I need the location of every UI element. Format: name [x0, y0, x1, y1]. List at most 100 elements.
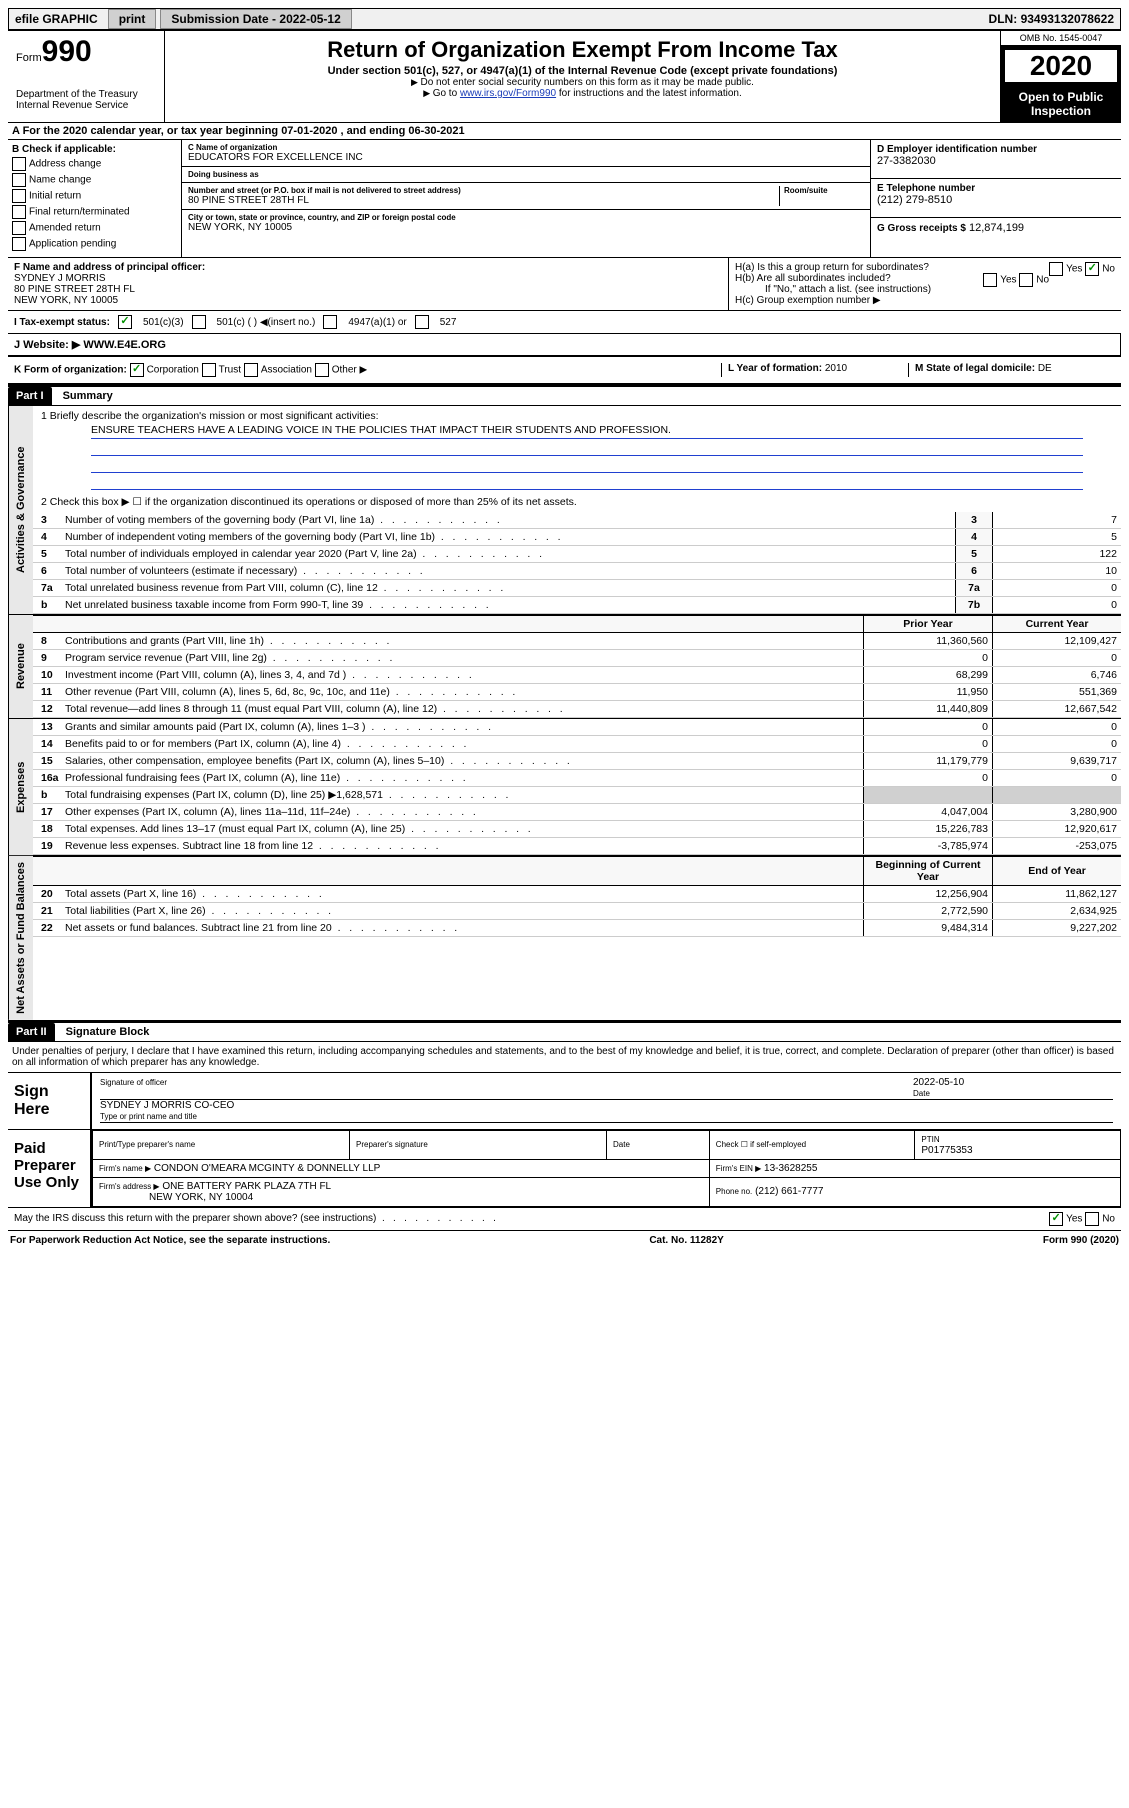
website-row: J Website: ▶ WWW.E4E.ORG — [8, 334, 1121, 357]
table-row: 19Revenue less expenses. Subtract line 1… — [33, 838, 1121, 855]
form-number: 990 — [42, 35, 92, 68]
firm-phone: (212) 661-7777 — [755, 1186, 823, 1197]
expenses-table: 13Grants and similar amounts paid (Part … — [33, 719, 1121, 855]
checkbox-icon[interactable] — [118, 315, 132, 329]
form-ref: Form 990 (2020) — [1043, 1235, 1119, 1246]
table-row: 4Number of independent voting members of… — [33, 529, 1121, 546]
tax-year: 2020 — [1005, 50, 1117, 82]
table-row: 11Other revenue (Part VIII, column (A), … — [33, 684, 1121, 701]
header-right: OMB No. 1545-0047 2020 Open to Public In… — [1000, 31, 1121, 122]
date-label: Date — [913, 1089, 930, 1098]
efile-label: efile GRAPHIC — [9, 10, 104, 28]
mission-blank — [91, 441, 1083, 456]
sig-officer-label: Signature of officer — [100, 1078, 167, 1087]
goto-post: for instructions and the latest informat… — [556, 88, 742, 99]
net-assets-section: Net Assets or Fund Balances Beginning of… — [8, 856, 1121, 1021]
checkbox-icon[interactable] — [315, 363, 329, 377]
firm-name-label: Firm's name ▶ — [99, 1164, 151, 1173]
checkbox-icon[interactable] — [244, 363, 258, 377]
m-label: M State of legal domicile: — [915, 363, 1035, 374]
governance-section: Activities & Governance 1 Briefly descri… — [8, 406, 1121, 615]
entity-center: C Name of organization EDUCATORS FOR EXC… — [182, 140, 870, 257]
officer-row: F Name and address of principal officer:… — [8, 258, 1121, 311]
officer-name: SYDNEY J MORRIS — [14, 273, 722, 284]
checkbox-icon[interactable] — [1085, 262, 1099, 276]
typed-label: Type or print name and title — [100, 1112, 197, 1121]
submission-date-button[interactable]: Submission Date - 2022-05-12 — [160, 9, 351, 29]
instructions-link[interactable]: www.irs.gov/Form990 — [460, 88, 556, 99]
dots — [376, 1213, 495, 1224]
irs-discuss-row: May the IRS discuss this return with the… — [8, 1207, 1121, 1230]
table-row: 12Total revenue—add lines 8 through 11 (… — [33, 701, 1121, 718]
phone: (212) 279-8510 — [877, 194, 1115, 206]
cat-no: Cat. No. 11282Y — [649, 1235, 723, 1246]
checkbox-icon[interactable] — [202, 363, 216, 377]
checkbox-icon[interactable] — [130, 363, 144, 377]
checkbox-icon[interactable] — [1019, 273, 1033, 287]
phone-label: E Telephone number — [877, 183, 1115, 194]
table-row: 7aTotal unrelated business revenue from … — [33, 580, 1121, 597]
table-row: 9Program service revenue (Part VIII, lin… — [33, 650, 1121, 667]
checkbox-icon[interactable] — [323, 315, 337, 329]
form-title: Return of Organization Exempt From Incom… — [173, 37, 992, 63]
checkbox-icon[interactable] — [12, 237, 26, 251]
table-row: 3Number of voting members of the governi… — [33, 512, 1121, 529]
prior-year-hdr: Prior Year — [864, 616, 993, 633]
prep-name-label: Print/Type preparer's name — [99, 1140, 195, 1149]
checkbox-icon[interactable] — [12, 205, 26, 219]
checkbox-icon[interactable] — [12, 173, 26, 187]
governance-tab: Activities & Governance — [8, 406, 33, 614]
checkbox-icon[interactable] — [1049, 262, 1063, 276]
check-if-applicable: B Check if applicable: Address change Na… — [8, 140, 182, 257]
firm-addr1: ONE BATTERY PARK PLAZA 7TH FL — [162, 1181, 331, 1192]
table-row: 22Net assets or fund balances. Subtract … — [33, 920, 1121, 937]
dept-label: Department of the TreasuryInternal Reven… — [16, 89, 156, 111]
revenue-section: Revenue Prior YearCurrent Year 8Contribu… — [8, 615, 1121, 719]
omb-number: OMB No. 1545-0047 — [1001, 31, 1121, 46]
preparer-table: Print/Type preparer's name Preparer's si… — [92, 1130, 1121, 1207]
part-i-title: Summary — [55, 387, 121, 405]
form-label: Form — [16, 52, 42, 64]
table-row: 18Total expenses. Add lines 13–17 (must … — [33, 821, 1121, 838]
governance-table: 3Number of voting members of the governi… — [33, 512, 1121, 614]
submission-date-label: Submission Date — [171, 12, 268, 26]
website-label: J Website: ▶ — [14, 339, 80, 351]
part-ii-tag: Part II — [8, 1023, 55, 1041]
dln-label: DLN: — [989, 12, 1018, 26]
checkbox-icon[interactable] — [1049, 1212, 1063, 1226]
ha-label: H(a) Is this a group return for subordin… — [735, 262, 929, 273]
table-row: 20Total assets (Part X, line 16)12,256,9… — [33, 886, 1121, 903]
checkbox-icon[interactable] — [12, 157, 26, 171]
firm-addr2: NEW YORK, NY 10004 — [149, 1192, 253, 1203]
current-year-hdr: Current Year — [993, 616, 1122, 633]
prep-date-label: Date — [613, 1140, 630, 1149]
checkbox-icon[interactable] — [12, 221, 26, 235]
irs-discuss: May the IRS discuss this return with the… — [14, 1213, 376, 1224]
checkbox-icon[interactable] — [192, 315, 206, 329]
checkbox-icon[interactable] — [983, 273, 997, 287]
pra-notice: For Paperwork Reduction Act Notice, see … — [10, 1235, 330, 1246]
checkbox-icon[interactable] — [1085, 1212, 1099, 1226]
revenue-table: Prior YearCurrent Year 8Contributions an… — [33, 615, 1121, 718]
print-button[interactable]: print — [108, 9, 157, 29]
ptin-label: PTIN — [921, 1135, 939, 1144]
prep-sig-label: Preparer's signature — [356, 1140, 428, 1149]
check-name: Name change — [12, 173, 177, 187]
table-row: 13Grants and similar amounts paid (Part … — [33, 719, 1121, 736]
checkbox-icon[interactable] — [12, 189, 26, 203]
hc-label: H(c) Group exemption number ▶ — [735, 295, 1115, 306]
year-formation: 2010 — [825, 363, 847, 374]
checkbox-icon[interactable] — [415, 315, 429, 329]
sign-here-label: Sign Here — [8, 1073, 90, 1129]
dba-label: Doing business as — [188, 170, 864, 179]
gross-receipts: 12,874,199 — [969, 222, 1024, 234]
part-ii-header: Part II Signature Block — [8, 1021, 1121, 1042]
group-return: H(a) Is this a group return for subordin… — [729, 258, 1121, 310]
entity-block: B Check if applicable: Address change Na… — [8, 140, 1121, 258]
footer: For Paperwork Reduction Act Notice, see … — [8, 1230, 1121, 1250]
submission-date-value: 2022-05-12 — [279, 12, 340, 26]
sign-here-row: Sign Here Signature of officer 2022-05-1… — [8, 1072, 1121, 1129]
hb-note: If "No," attach a list. (see instruction… — [735, 284, 1115, 295]
officer-addr2: NEW YORK, NY 10005 — [14, 295, 722, 306]
form-subtitle: Under section 501(c), 527, or 4947(a)(1)… — [173, 65, 992, 77]
